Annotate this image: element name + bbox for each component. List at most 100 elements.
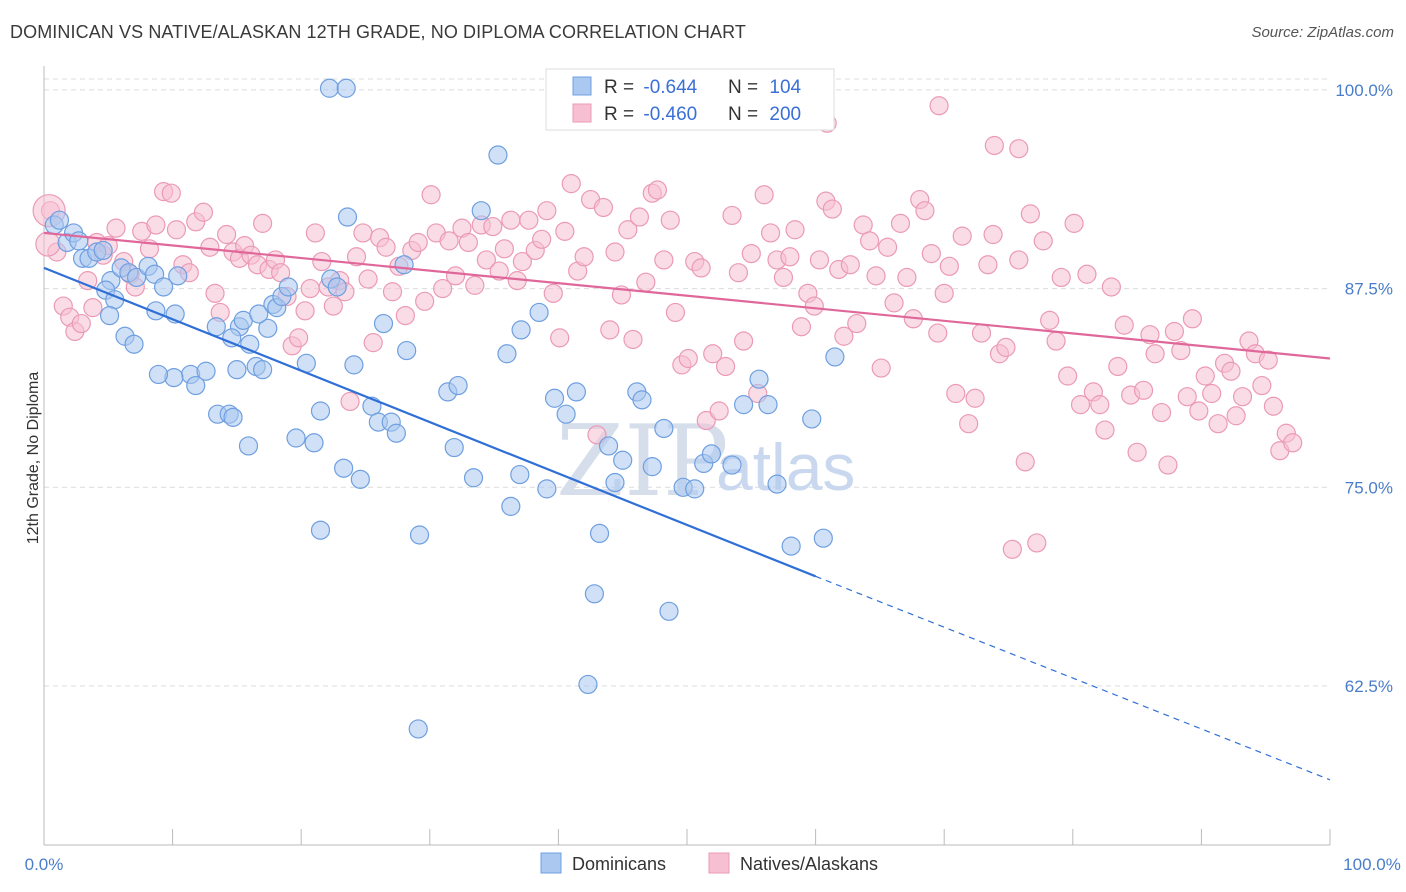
dominican-point [537, 479, 557, 499]
native-alaskan-point [1015, 452, 1035, 472]
dominican-point [238, 436, 259, 456]
y-tick-labels: 62.5% 75.0% 87.5% 100.0% [1335, 81, 1393, 696]
dominican-point [802, 409, 822, 429]
native-alaskan-point [1033, 231, 1053, 251]
dominican-point [444, 437, 464, 458]
dominican-point [49, 210, 70, 230]
native-alaskan-point [465, 275, 485, 295]
native-alaskan-point [200, 237, 220, 257]
legend-box [545, 68, 835, 131]
native-alaskan-point [884, 293, 904, 313]
native-alaskan-point [939, 256, 959, 276]
dominican-point [394, 255, 414, 275]
native-alaskan-point [691, 258, 711, 278]
native-alaskan-point [489, 261, 509, 281]
grid-lines [44, 78, 1330, 687]
bottom-legend: Dominicans Natives/Alaskans [540, 852, 878, 874]
native-alaskan-point [1046, 331, 1066, 351]
native-alaskan-point [928, 323, 948, 343]
native-alaskan-point [146, 215, 166, 235]
native-alaskan-point [1189, 401, 1209, 421]
x-ticks [43, 829, 1331, 845]
native-alaskan-point [550, 328, 570, 348]
legend-r-label: R = [604, 77, 639, 98]
dominican-point [350, 469, 370, 489]
native-alaskan-point-large [35, 231, 61, 257]
native-alaskan-point [358, 269, 378, 289]
native-alaskan-point [106, 218, 126, 238]
native-alaskan-point [647, 180, 668, 200]
dominican-point [337, 207, 358, 227]
y-axis-label: 12th Grade, No Diploma [25, 372, 42, 545]
dominican-point [227, 360, 247, 380]
native-alaskan-point [1114, 315, 1134, 335]
y-tick-label: 62.5% [1345, 677, 1393, 696]
native-alaskan-point [822, 199, 842, 219]
native-alaskan-point [561, 174, 581, 194]
natives-alaskans-points [32, 96, 1303, 559]
dominican-point [310, 520, 331, 540]
dominican-point [463, 468, 484, 488]
native-alaskan-point [1009, 250, 1029, 270]
source-label: Source: ZipAtlas.com [1251, 24, 1394, 41]
dominican-point [642, 457, 662, 477]
bottom-legend-swatch-dominicans [540, 852, 562, 874]
dominican-point [69, 231, 89, 251]
native-alaskan-point [618, 220, 638, 240]
dominican-point [310, 401, 331, 421]
native-alaskan-point [1252, 375, 1272, 396]
legend-n-label: N = [728, 104, 763, 125]
dominican-point [386, 423, 406, 443]
native-alaskan-point [660, 210, 680, 230]
dominican-point [497, 344, 517, 364]
native-alaskan-point [866, 266, 886, 286]
dominican-point [654, 418, 674, 439]
native-alaskan-point [476, 250, 496, 270]
legend-n-value: 200 [769, 104, 801, 125]
native-alaskan-point [1064, 213, 1084, 233]
native-alaskan-point [773, 267, 794, 288]
native-alaskan-point [483, 216, 503, 237]
legend-r-label: R = [604, 104, 639, 125]
dominicans-trend-line [43, 266, 817, 578]
natives-trend-line [43, 231, 1331, 360]
native-alaskan-point [791, 317, 812, 337]
native-alaskan-point [1077, 264, 1097, 284]
dominican-point [334, 458, 354, 478]
native-alaskan-point [1145, 344, 1165, 364]
native-alaskan-point [1226, 406, 1246, 426]
dominican-point [632, 390, 652, 410]
dominican-point [578, 674, 598, 695]
native-alaskan-point [897, 267, 917, 288]
native-alaskan-point [1009, 139, 1029, 159]
dominican-point [589, 523, 610, 544]
native-alaskan-point [445, 266, 466, 286]
native-alaskan-point [1283, 433, 1303, 453]
dominican-point [249, 304, 269, 324]
native-alaskan-point [1127, 442, 1147, 462]
dominican-point [733, 395, 754, 415]
native-alaskan-point [929, 96, 949, 116]
native-alaskan-point [253, 213, 273, 233]
native-alaskan-point [1202, 383, 1222, 404]
dominican-point [556, 404, 576, 424]
dominican-point [253, 360, 273, 380]
dominican-point [584, 584, 605, 604]
top-legend: R = -0.644 N = 104 R = -0.460 N = 200 [545, 68, 835, 131]
dominican-point [206, 317, 226, 337]
dominican-point [511, 320, 531, 340]
native-alaskan-point [439, 231, 459, 251]
dominican-point [222, 328, 242, 348]
dominican-point [659, 601, 679, 621]
native-alaskan-point [532, 229, 552, 249]
native-alaskan-point [376, 237, 396, 257]
dominican-point [767, 474, 787, 494]
dominican-point [304, 433, 324, 453]
dominican-point [408, 719, 428, 739]
native-alaskan-point [1070, 395, 1091, 415]
dominican-point [327, 277, 347, 297]
native-alaskan-point [1133, 380, 1154, 400]
bottom-legend-natives: Natives/Alaskans [740, 854, 878, 874]
native-alaskan-point [363, 333, 383, 353]
native-alaskan-point [1151, 402, 1172, 423]
